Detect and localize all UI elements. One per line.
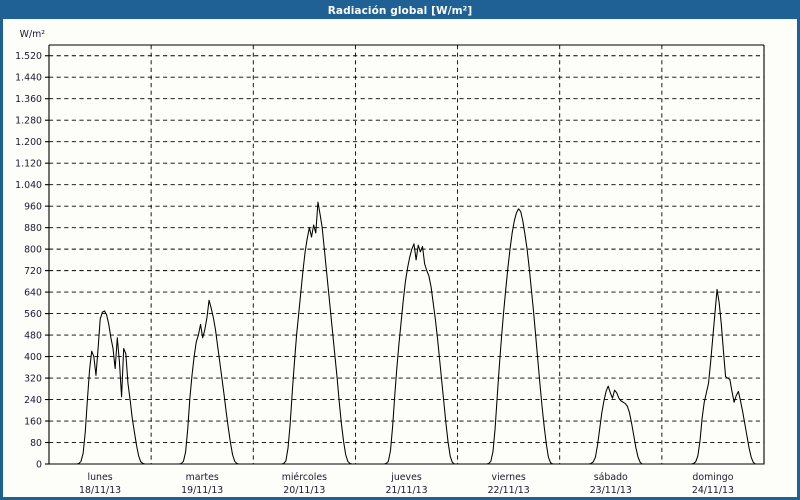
x-axis-date-label: 23/11/13 (590, 485, 632, 496)
y-axis-tick-label: 720 (24, 266, 42, 277)
x-axis-day-label: sábado (594, 472, 628, 483)
y-axis-tick-label: 320 (24, 373, 42, 384)
x-axis-day-label: viernes (492, 472, 526, 483)
y-axis-tick-label: 880 (24, 223, 42, 234)
y-axis-tick-label: 1.280 (15, 116, 42, 127)
x-axis-day-label: martes (186, 472, 219, 483)
radiation-line-chart: 1.520 1.440 1.360 1.280 1.200 1.120 1.040 960 88… (15, 29, 765, 496)
radiation-series-line (48, 201, 765, 465)
window-title-bar: Radiación global [W/m²] (3, 3, 797, 19)
x-axis-date-label: 19/11/13 (181, 485, 223, 496)
x-axis-date-label: 24/11/13 (692, 485, 734, 496)
x-axis-day-label: jueves (390, 472, 422, 483)
x-axis-day-label: miércoles (282, 472, 327, 483)
y-axis-tick-label: 160 (24, 416, 42, 427)
x-axis-labels: lunes 18/11/13 martes 19/11/13 miércoles 20/1… (79, 472, 734, 496)
x-axis-date-label: 20/11/13 (283, 485, 325, 496)
chart-plot-area: 1.520 1.440 1.360 1.280 1.200 1.120 1.040 960 88… (3, 19, 797, 497)
x-axis-day-label: domingo (692, 472, 733, 483)
y-axis-tick-label: 240 (24, 395, 42, 406)
page-title: Radiación global [W/m²] (327, 5, 473, 17)
y-axis-tick-label: 1.200 (15, 137, 42, 148)
y-axis-tick-label: 960 (24, 202, 42, 213)
y-axis-tick-label: 1.360 (15, 94, 42, 105)
y-axis-tick-label: 640 (24, 288, 42, 299)
y-axis-tick-label: 0 (36, 459, 42, 470)
gridlines (49, 45, 764, 464)
x-axis-date-label: 22/11/13 (488, 485, 530, 496)
y-axis-tick-label: 1.040 (15, 180, 42, 191)
y-axis-tick-label: 480 (24, 330, 42, 341)
x-axis-date-label: 18/11/13 (79, 485, 121, 496)
y-axis-tick-label: 400 (24, 352, 42, 363)
axis-frame (48, 44, 765, 465)
y-axis-ticks (45, 55, 49, 465)
y-axis-tick-label: 1.440 (15, 73, 42, 84)
y-axis-tick-label: 560 (24, 309, 42, 320)
y-axis-tick-label: 1.520 (15, 51, 42, 62)
y-axis-tick-label: 800 (24, 245, 42, 256)
y-axis-tick-label: 1.120 (15, 159, 42, 170)
x-axis-day-label: lunes (88, 472, 113, 483)
x-axis-date-label: 21/11/13 (385, 485, 427, 496)
y-axis-labels: 1.520 1.440 1.360 1.280 1.200 1.120 1.040 960 88… (15, 51, 42, 470)
y-axis-unit-label: W/m² (20, 29, 46, 40)
y-axis-tick-label: 80 (30, 438, 42, 449)
